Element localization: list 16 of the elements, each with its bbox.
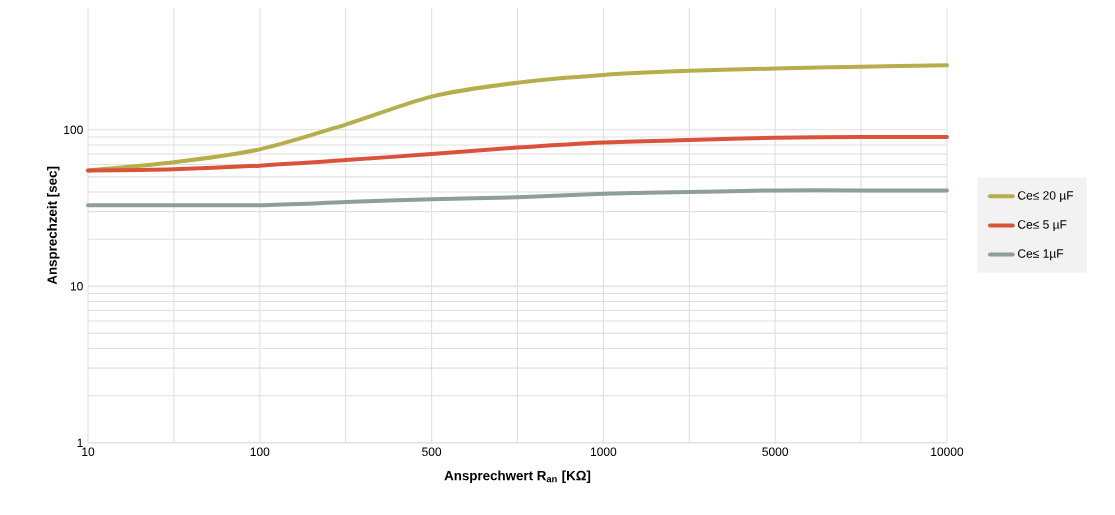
x-tick-label: 10 [82,447,95,457]
y-tick-label: 10 [70,282,83,291]
x-axis-title: Ansprechwert R$_{an}$ [KΩ] [444,470,591,484]
legend-label: Ce≤ 5 µF [1017,220,1067,232]
x-tick-label: 10000 [931,447,964,457]
legend-label: Ce≤ 20 µF [1017,191,1074,203]
legend-label: Ce≤ 1µF [1017,249,1064,261]
y-tick-label: 100 [64,125,83,135]
y-tick-label: 1 [77,438,83,448]
x-tick-label: 5000 [762,447,789,457]
line-series [86,134,949,173]
line-series [86,188,949,208]
x-tick-label: 1000 [590,447,617,457]
x-tick-label: 100 [250,447,270,457]
y-axis-title: Ansprechzeit [sec] [47,166,60,285]
x-tick-label: 500 [422,447,442,457]
